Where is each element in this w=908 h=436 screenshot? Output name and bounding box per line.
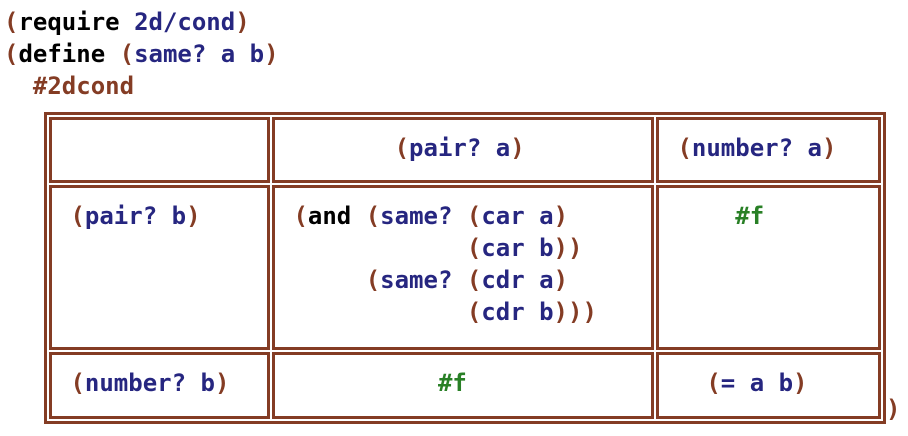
- cell-and-expression: (and (same? (car a) (car b)) (same? (cdr…: [272, 185, 654, 350]
- code-token: (: [56, 369, 85, 397]
- code-token: ))): [553, 298, 597, 326]
- code-token: 2d/cond: [134, 8, 236, 36]
- code-token: (: [365, 202, 381, 230]
- code-token: #f: [663, 202, 765, 230]
- code-token: ): [793, 369, 808, 397]
- code-token: and: [307, 202, 352, 230]
- cell-equal-a-b: (= a b): [656, 352, 881, 419]
- code-token: pair? a: [409, 134, 511, 162]
- code-line-define: (define (same? a b): [4, 38, 279, 70]
- code-block: (require 2d/cond) (define (same? a b) #2…: [4, 6, 279, 102]
- code-token: ): [510, 134, 525, 162]
- code-token: (: [663, 134, 692, 162]
- cell-pair-b: (pair? b): [49, 185, 270, 350]
- code-token: ): [214, 369, 230, 397]
- code-token: = a b: [720, 369, 794, 397]
- cell-false-2: #f: [272, 352, 654, 419]
- code-token: [452, 266, 466, 294]
- code-token: ): [186, 202, 201, 230]
- code-token: (: [279, 202, 308, 230]
- code-token: ): [821, 134, 837, 162]
- cell-number-b: (number? b): [49, 352, 270, 419]
- code-token: cdr a: [481, 266, 554, 294]
- code-token: [105, 40, 119, 68]
- code-token: number? a: [691, 134, 822, 162]
- code-token: ): [235, 8, 250, 36]
- code-token: (: [279, 134, 410, 162]
- table-row-number-b: (number? b) #f (= a b): [49, 352, 881, 419]
- code-token: cdr b: [481, 298, 554, 326]
- code-token: (: [4, 40, 19, 68]
- code-token: ): [264, 40, 279, 68]
- code-token: car a: [481, 202, 554, 230]
- code-token: (: [466, 266, 482, 294]
- code-token: same?: [380, 266, 453, 294]
- code-token: #f: [279, 369, 467, 397]
- code-token: same? a b: [134, 40, 265, 68]
- code-token: number? b: [84, 369, 215, 397]
- table-header-row: (pair? a) (number? a): [49, 117, 881, 183]
- cell-false-1: #f: [656, 185, 881, 350]
- code-line-require: (require 2d/cond): [4, 6, 279, 38]
- code-token: pair? b: [84, 202, 187, 230]
- code-token: ) (: [466, 202, 569, 262]
- cell-header-empty: [49, 117, 270, 183]
- code-token: [452, 202, 466, 230]
- code-line-2dcond: #2dcond: [4, 70, 279, 102]
- code-token: (: [466, 202, 482, 230]
- code-token: define: [18, 40, 106, 68]
- table-row-pair-b: (pair? b) (and (same? (car a) (car b)) (…: [49, 185, 881, 350]
- code-token: require: [18, 8, 120, 36]
- cell-header-number-a: (number? a): [656, 117, 881, 183]
- define-closing-paren: ): [886, 395, 901, 423]
- code-token: car b: [481, 234, 554, 262]
- code-token: (: [119, 40, 135, 68]
- code-token: [351, 202, 365, 230]
- cell-header-pair-a: (pair? a): [272, 117, 654, 183]
- code-token: [120, 8, 134, 36]
- code-token: ) (: [466, 266, 569, 326]
- code-token: (: [56, 202, 85, 230]
- code-token: )) (: [365, 234, 583, 294]
- code-token: (: [4, 8, 19, 36]
- code-token: #2dcond: [4, 72, 135, 100]
- code-token: (: [663, 369, 721, 397]
- code-token: same?: [380, 202, 453, 230]
- 2dcond-table: (pair? a) (number? a) (pair? b) (and (sa…: [44, 112, 886, 424]
